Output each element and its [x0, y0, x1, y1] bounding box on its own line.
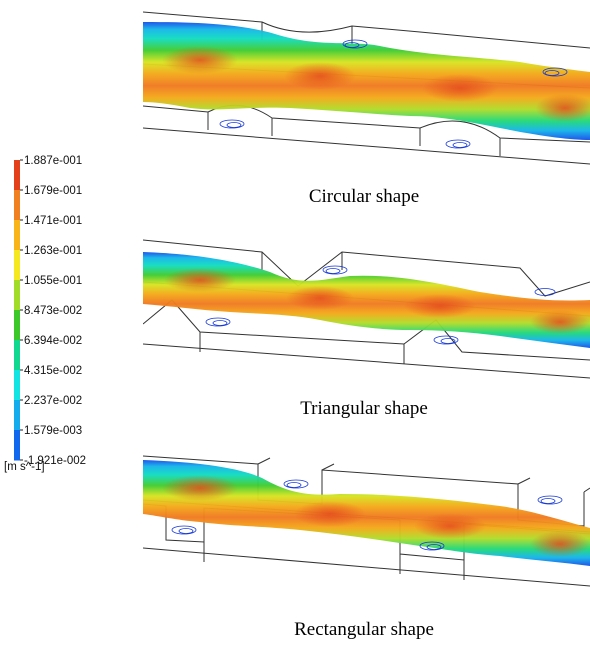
- legend-tick-label: 1.679e-001: [24, 185, 82, 197]
- velocity-peak: [414, 513, 486, 539]
- velocity-peak: [162, 46, 238, 74]
- legend-color-segment: [14, 220, 20, 251]
- legend-color-segment: [14, 370, 20, 401]
- velocity-peak: [422, 74, 498, 102]
- vortex-streamlines: [171, 479, 563, 551]
- panel-triangular: [143, 239, 590, 379]
- legend-tick-label: 8.473e-002: [24, 305, 82, 317]
- velocity-peak: [164, 268, 236, 292]
- flow-band: [143, 460, 590, 566]
- legend-color-segment: [14, 340, 20, 371]
- legend-color-segment: [14, 400, 20, 431]
- legend-tick-label: 1.887e-001: [24, 155, 82, 167]
- velocity-peak: [530, 531, 590, 557]
- flow-band: [143, 252, 590, 348]
- legend-color-segment: [14, 430, 20, 461]
- legend-unit: [m s^-1]: [4, 461, 45, 473]
- legend-tick-label: 6.394e-002: [24, 335, 82, 347]
- legend-color-segment: [14, 250, 20, 281]
- legend-color-segment: [14, 190, 20, 221]
- flow-band: [143, 22, 590, 140]
- vortex-streamlines: [205, 265, 556, 345]
- legend-color-bar: [14, 160, 20, 461]
- caption-rectangular: Rectangular shape: [294, 619, 434, 640]
- vortex-streamlines: [219, 39, 568, 149]
- legend-color-segment: [14, 280, 20, 311]
- caption-triangular: Triangular shape: [300, 398, 428, 419]
- velocity-peak: [530, 310, 590, 334]
- legend-tick-label: 4.315e-002: [24, 365, 82, 377]
- legend-tick-label: -1.921e-002: [24, 455, 86, 467]
- legend-tick-label: 1.055e-001: [24, 275, 82, 287]
- legend-tick-label: 1.579e-003: [24, 425, 82, 437]
- legend-tick-label: 1.263e-001: [24, 245, 82, 257]
- legend-tick-labels: 1.887e-001 1.679e-001 1.471e-001 1.263e-001…: [20, 155, 86, 467]
- legend-color-segment: [14, 310, 20, 341]
- legend-tick-label: 2.237e-002: [24, 395, 82, 407]
- legend-color-segment: [14, 160, 20, 191]
- velocity-peak: [286, 286, 354, 310]
- legend-tick-label: 1.471e-001: [24, 215, 82, 227]
- velocity-peak: [294, 501, 366, 527]
- panel-rectangular: [143, 455, 590, 587]
- velocity-peak: [535, 94, 590, 122]
- panel-circular: [143, 11, 590, 165]
- color-legend: 1.887e-001 1.679e-001 1.471e-001 1.263e-001…: [4, 155, 86, 473]
- velocity-peak: [404, 294, 476, 318]
- velocity-peak: [284, 62, 356, 90]
- caption-circular: Circular shape: [309, 186, 419, 207]
- velocity-peak: [162, 475, 238, 501]
